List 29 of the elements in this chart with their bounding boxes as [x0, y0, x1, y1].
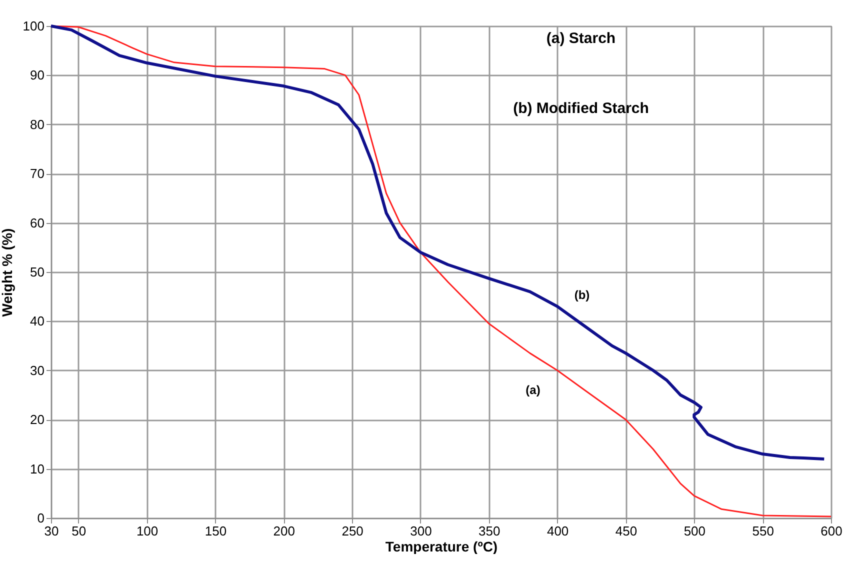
x-tick-label: 500 — [684, 524, 706, 538]
annotation: (b) — [574, 288, 590, 302]
x-tick-label: 200 — [273, 524, 295, 538]
y-tick-label: 100 — [22, 18, 44, 34]
x-tick-label: 450 — [615, 524, 638, 538]
x-tick-label: 400 — [546, 524, 569, 538]
annotation: (a) — [526, 383, 540, 397]
x-tick-label: 600 — [820, 524, 842, 538]
x-tick-label: 50 — [72, 524, 86, 538]
annotation: (a) Starch — [546, 30, 616, 47]
y-tick-label: 90 — [30, 68, 44, 83]
y-tick-label: 80 — [30, 116, 44, 132]
y-tick-label: 50 — [30, 264, 44, 280]
y-tick-label: 40 — [30, 314, 44, 329]
x-tick-label: 250 — [342, 524, 364, 538]
x-tick-label: 100 — [136, 524, 158, 538]
y-tick-label: 60 — [30, 215, 44, 230]
y-tick-label: 20 — [30, 412, 44, 428]
y-tick-label: 10 — [30, 461, 44, 476]
x-tick-label: 30 — [44, 524, 59, 538]
x-tick-label: 300 — [410, 524, 432, 538]
x-tick-label: 350 — [478, 524, 500, 538]
y-tick-label: 0 — [37, 510, 44, 526]
y-axis-title: Weight % (%) — [0, 228, 15, 317]
annotation: (b) Modified Starch — [513, 100, 649, 117]
x-tick-label: 150 — [204, 524, 227, 538]
y-tick-label: 70 — [30, 166, 44, 182]
x-tick-label: 550 — [752, 524, 774, 538]
y-tick-label: 30 — [30, 362, 44, 378]
